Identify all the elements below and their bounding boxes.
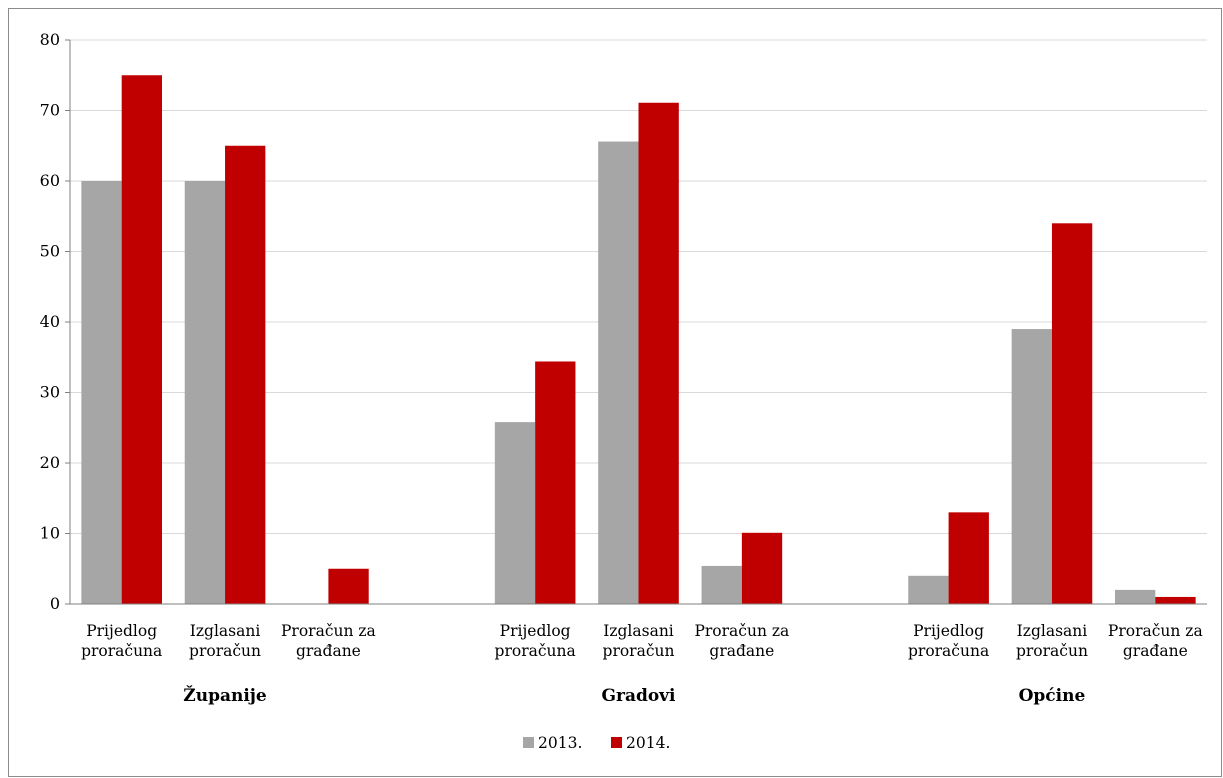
y-tick-label: 60 [40, 171, 60, 190]
y-tick-label: 20 [40, 453, 60, 472]
x-tick-label: proračuna [495, 642, 576, 660]
y-tick-label: 50 [40, 242, 60, 261]
bar-2014 [1155, 596, 1196, 604]
bar-2013 [1011, 329, 1052, 604]
group-label: Županije [183, 685, 267, 706]
bar-2014 [741, 532, 783, 604]
legend: 2013. 2014. [523, 734, 670, 752]
bar-2013 [1115, 589, 1156, 604]
bar-2013 [494, 422, 536, 604]
bar-2014 [535, 361, 576, 604]
x-tick-label: Prijedlog [913, 622, 984, 640]
x-tick-label: Proračun za [694, 622, 789, 640]
bar-2014 [121, 75, 162, 604]
x-tick-label: proračuna [81, 642, 162, 660]
bar-2014 [638, 102, 679, 605]
x-tick-label: Izglasani [1017, 622, 1088, 640]
group-label: Općine [1019, 686, 1086, 706]
y-tick-label: 10 [40, 524, 60, 543]
x-tick-label: proračun [1016, 642, 1088, 660]
x-tick-label: proračun [603, 642, 675, 660]
y-tick-label: 40 [40, 312, 60, 331]
bar-2013 [81, 181, 122, 604]
bar-2013 [908, 575, 949, 604]
x-tick-label: Proračun za [281, 622, 376, 640]
x-tick-label: građane [1123, 642, 1188, 660]
legend-swatch [523, 737, 534, 748]
x-tick-label: Izglasani [603, 622, 674, 640]
legend-swatch [611, 737, 622, 748]
y-tick-label: 80 [40, 30, 60, 49]
x-tick-label: proračuna [908, 642, 989, 660]
x-tick-label: Proračun za [1108, 622, 1203, 640]
bar-2014 [948, 512, 989, 604]
y-tick-label: 70 [40, 101, 60, 120]
bar-2013 [598, 141, 639, 604]
category-labels: Prijedlog proračuna Izglasani proračun Prora… [81, 622, 1203, 706]
group-label: Gradovi [601, 686, 676, 706]
legend-label: 2013. [538, 734, 582, 752]
x-tick-label: Izglasani [190, 622, 261, 640]
axes: 0 10 20 30 40 50 60 70 80 [40, 30, 1207, 613]
bar-2014 [1051, 223, 1093, 605]
x-tick-label: Prijedlog [500, 622, 571, 640]
bar-2014 [225, 145, 266, 604]
x-tick-label: građane [709, 642, 774, 660]
bar-2013 [701, 565, 742, 604]
x-tick-label: građane [296, 642, 361, 660]
x-tick-label: Prijedlog [86, 622, 157, 640]
legend-label: 2014. [626, 734, 670, 752]
bar-2014 [328, 568, 369, 604]
y-tick-label: 0 [50, 594, 60, 613]
x-tick-label: proračun [189, 642, 261, 660]
bar-2013 [184, 181, 226, 604]
y-tick-label: 30 [40, 383, 60, 402]
bars [81, 75, 1196, 605]
